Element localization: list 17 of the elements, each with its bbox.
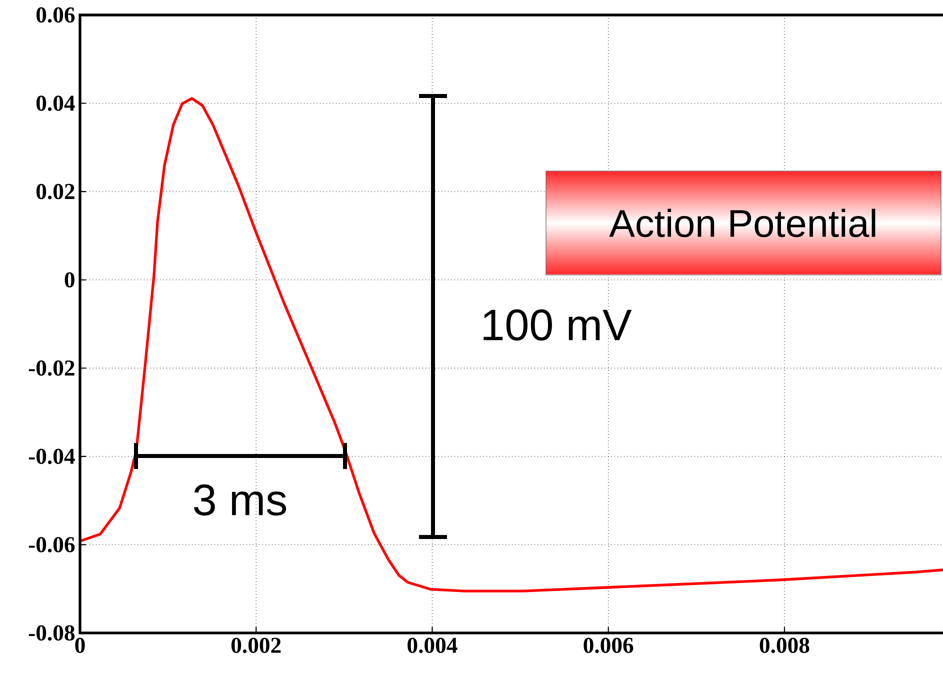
y-tick-label: -0.08 bbox=[28, 625, 75, 641]
y-tick-label: -0.02 bbox=[28, 360, 74, 376]
y-tick-label: 0.06 bbox=[36, 7, 75, 23]
x-tick-label: 0.004 bbox=[408, 638, 458, 654]
y-tick-label: 0.04 bbox=[36, 96, 75, 111]
annotation: 100 mV bbox=[484, 309, 632, 341]
y-tick-label: -0.04 bbox=[28, 448, 75, 464]
x-tick-label: 0 bbox=[75, 638, 85, 653]
x-tick-label: 0.006 bbox=[584, 638, 634, 654]
x-tick-label: 0.008 bbox=[760, 638, 810, 654]
annotation: 3 ms bbox=[194, 484, 286, 516]
annotation: Action Potential bbox=[609, 208, 876, 238]
line-series bbox=[78, 97, 943, 592]
y-tick-label: -0.06 bbox=[28, 537, 75, 552]
x-tick-label: 0.002 bbox=[231, 638, 281, 654]
y-tick-label: 0 bbox=[64, 272, 74, 288]
y-tick-label: 0.02 bbox=[36, 184, 74, 200]
